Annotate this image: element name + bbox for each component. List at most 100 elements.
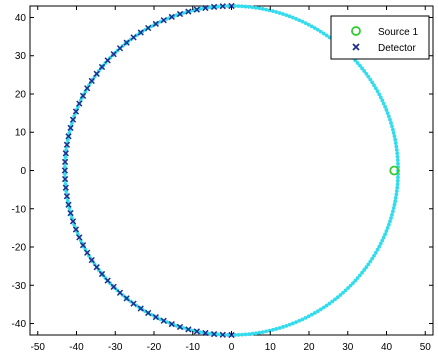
ring-point-259 [338,293,343,297]
ring-point-50 [312,26,317,30]
ring-point-52 [306,22,311,27]
detector-point-36 [69,218,77,225]
y-tick-label: -30 [12,281,27,292]
ring-point-67 [257,6,262,11]
ring-point-32 [360,66,364,71]
detector-point-50 [145,309,152,317]
y-tick-label: 30 [15,51,27,62]
ring-point-53 [303,21,308,26]
ring-point-16 [386,114,391,119]
ring-point-232 [253,331,258,336]
detector-point-7 [168,13,175,21]
ring-point-274 [372,253,376,258]
ring-point-45 [327,35,332,40]
ring-point-249 [309,312,314,317]
ring-point-4 [395,154,400,159]
ring-point-260 [341,290,345,295]
detector-point-47 [123,295,130,302]
detector-point-37 [72,226,80,233]
detector-point-12 [130,34,137,41]
detector-point-32 [62,184,69,191]
ring-point-286 [389,216,393,220]
ring-point-219 [208,331,213,336]
ring-point-296 [395,182,400,187]
ring-point-267 [357,273,362,278]
ring-point-271 [366,262,371,267]
ring-point-30 [364,71,369,76]
ring-point-245 [297,318,302,323]
detector-point-28 [62,150,69,157]
ring-point-72 [240,4,244,9]
ring-point-242 [287,322,292,327]
detector-point-31 [61,175,69,183]
ring-point-26 [372,83,376,88]
ring-point-233 [257,330,262,335]
ring-point-281 [383,232,388,237]
ring-point-238 [274,327,279,331]
ring-point-54 [300,19,305,24]
ring-point-21 [380,98,385,103]
ring-point-251 [315,309,320,314]
x-tick-label: -50 [31,342,46,353]
ring-point-46 [324,33,329,38]
ring-point-8 [393,141,398,145]
ring-point-285 [388,219,392,224]
ring-point-254 [324,303,329,308]
ring-point-76 [226,4,230,8]
ring-point-79 [215,4,220,9]
detector-point-39 [79,242,87,249]
ring-point-65 [264,7,269,12]
ring-point-275 [373,250,378,255]
ring-point-224 [226,333,230,337]
ring-point-235 [264,329,269,334]
ring-point-60 [281,12,285,16]
ring-point-70 [247,5,251,9]
ring-point-57 [290,15,295,20]
ring-point-69 [250,5,255,10]
ring-point-292 [393,196,398,200]
detector-point-23 [72,108,80,115]
ring-point-62 [274,10,279,14]
plot-area [29,5,434,336]
ring-point-258 [335,295,340,300]
ring-point-18 [384,108,389,112]
x-tick-label: 10 [265,342,277,353]
detector-point-6 [176,10,184,18]
ring-point-283 [385,225,390,230]
detector-point-53 [168,320,175,328]
detector-point-49 [137,305,144,312]
ring-point-6 [394,147,399,152]
ring-point-58 [287,14,292,19]
ring-point-34 [355,61,360,65]
ring-point-244 [294,320,298,325]
legend: Source 1 Detector [330,15,430,60]
detector-point-21 [79,92,87,99]
source-series [389,165,400,176]
ring-point-51 [309,24,314,29]
ring-point-261 [343,288,348,293]
y-axis-ticks: -40 -30 -20 -10 0 10 20 30 40 [12,13,433,330]
detector-point-25 [67,124,74,132]
y-tick-label: 10 [15,128,27,139]
ring-point-151 [63,172,67,176]
detector-point-4 [193,6,200,13]
detector-point-41 [88,256,95,264]
detector-point-9 [152,20,159,28]
ring-point-250 [312,311,317,315]
ring-point-49 [315,27,320,32]
y-tick-label: 0 [20,166,26,177]
detector-point-40 [84,249,91,256]
detector-series [61,2,235,339]
ring-point-257 [333,297,337,302]
detector-point-19 [88,77,95,85]
ring-point-277 [377,244,382,249]
ring-point-234 [260,330,265,334]
legend-box [330,15,430,60]
detector-point-58 [210,330,218,338]
ring-point-269 [362,268,367,272]
detector-point-46 [116,289,124,296]
ring-point-272 [368,259,373,264]
ring-point-226 [233,333,237,337]
detector-point-35 [67,209,74,217]
legend-detector-label: Detector [378,43,416,54]
